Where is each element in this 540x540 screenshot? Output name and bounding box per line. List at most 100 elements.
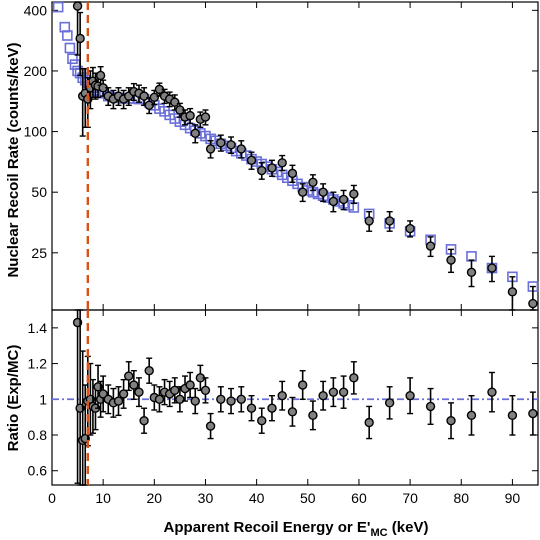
lower-plot-frame	[51, 309, 539, 486]
lower-y-axis-title: Ratio (Exp/MC)	[5, 345, 22, 452]
ratio-circle-point	[124, 371, 134, 381]
exp-circle-point	[216, 138, 226, 148]
ratio-circle-point	[287, 407, 298, 417]
x-tick-label: 0	[48, 490, 56, 506]
ratio-circle-point	[139, 416, 149, 426]
exp-circle-point	[257, 165, 267, 176]
exp-circle-point	[364, 216, 374, 226]
exp-circle-point	[149, 92, 160, 102]
ratio-circle-point	[487, 387, 497, 397]
exp-circle-point	[226, 140, 236, 150]
upper-y-tick-label: 200	[24, 63, 48, 79]
ratio-circle-point	[277, 391, 287, 401]
ratio-circle-point	[338, 387, 349, 397]
x-axis-title-unit: (keV)	[388, 519, 429, 536]
mc-square-point	[64, 42, 76, 54]
exp-circle-point	[405, 223, 415, 234]
lower-y-tick-label: 1.4	[28, 320, 48, 336]
exp-circle-point	[487, 263, 497, 273]
x-tick-label: 10	[95, 490, 111, 506]
exp-circle-point	[200, 112, 211, 122]
ratio-circle-point	[175, 394, 185, 404]
exp-circle-point	[246, 155, 257, 166]
mc-square-point	[62, 30, 73, 41]
ratio-circle-point	[236, 394, 246, 404]
x-axis-title: Apparent Recoil Energy or E'MC (keV)	[164, 519, 429, 539]
upper-y-tick-label: 25	[31, 245, 47, 261]
ratio-circle-point	[507, 410, 518, 421]
ratio-circle-point	[190, 396, 200, 406]
x-tick-label: 70	[402, 490, 418, 506]
ratio-circle-point	[364, 417, 374, 428]
x-tick-label: 20	[147, 490, 163, 506]
exp-circle-point	[287, 168, 298, 179]
ratio-circle-point	[318, 391, 328, 401]
ratio-circle-point	[216, 394, 226, 404]
x-tick-label: 30	[198, 490, 214, 506]
ratio-circle-point	[405, 391, 415, 401]
exp-circle-point	[425, 241, 436, 251]
upper-panel: 25 50 100 200 400	[24, 1, 539, 311]
ratio-circle-point	[185, 380, 195, 390]
ratio-circle-point	[113, 396, 124, 406]
exp-circle-point	[75, 33, 85, 44]
ratio-circle-point	[118, 389, 129, 399]
ratio-circle-point	[446, 416, 456, 426]
ratio-circle-point	[205, 421, 216, 431]
x-tick-label: 60	[351, 490, 367, 506]
ratio-circle-point	[144, 366, 154, 376]
lower-y-tick-label: 0.6	[28, 463, 48, 479]
exp-circle-point	[277, 158, 287, 168]
exp-circle-point	[170, 97, 180, 107]
ratio-circle-point	[246, 403, 257, 413]
ratio-circle-point	[308, 410, 318, 421]
upper-y-tick-label: 50	[31, 184, 47, 200]
lower-panel: 0 10 20 30 40 50 60 70 80 90 0.6 0.8 1 1.2 1.4	[28, 309, 539, 506]
upper-y-tick-label: 100	[24, 124, 48, 140]
exp-circle-point	[267, 163, 277, 173]
mc-square-point	[69, 59, 81, 70]
mc-square-point	[52, 1, 64, 13]
exp-circle-point	[349, 189, 359, 199]
ratio-circle-point	[466, 410, 477, 421]
exp-circle-point	[95, 70, 106, 81]
upper-y-axis-title: Nuclear Recoil Rate (counts/keV)	[5, 42, 22, 277]
ratio-circle-point	[267, 403, 277, 413]
ratio-circle-point	[226, 396, 236, 406]
ratio-circle-point	[134, 387, 144, 397]
ratio-circle-point	[328, 387, 339, 397]
exp-circle-point	[528, 298, 538, 309]
ratio-circle-point	[425, 401, 436, 412]
exp-circle-point	[507, 287, 518, 297]
lower-y-tick-label: 0.8	[28, 427, 48, 443]
x-tick-label: 50	[300, 490, 316, 506]
mc-square-point	[67, 53, 78, 65]
exp-circle-point	[338, 194, 349, 205]
x-tick-label: 40	[249, 490, 265, 506]
ratio-circle-point	[170, 385, 180, 396]
x-axis-title-main: Apparent Recoil Energy or E'	[164, 519, 371, 536]
x-tick-label: 90	[505, 490, 521, 506]
ratio-circle-point	[129, 380, 139, 390]
exp-circle-point	[308, 177, 318, 187]
ratio-circle-point	[528, 408, 538, 419]
exp-circle-point	[318, 187, 328, 197]
ratio-circle-point	[154, 394, 165, 404]
upper-plot-frame	[51, 1, 539, 311]
exp-circle-point	[297, 187, 308, 197]
ratio-circle-point	[297, 380, 308, 390]
ratio-circle-point	[384, 398, 395, 408]
exp-circle-point	[190, 128, 200, 139]
x-axis-title-subscript: MC	[370, 527, 387, 539]
upper-y-tick-label: 400	[24, 2, 48, 18]
exp-circle-point	[185, 110, 195, 121]
ratio-circle-point	[349, 373, 359, 383]
exp-circle-point	[72, 1, 83, 11]
exp-circle-point	[236, 144, 246, 154]
exp-circle-point	[466, 267, 477, 278]
ratio-circle-point	[200, 385, 211, 396]
exp-circle-point	[205, 144, 216, 154]
ratio-circle-point	[257, 416, 267, 426]
exp-circle-point	[446, 255, 456, 265]
